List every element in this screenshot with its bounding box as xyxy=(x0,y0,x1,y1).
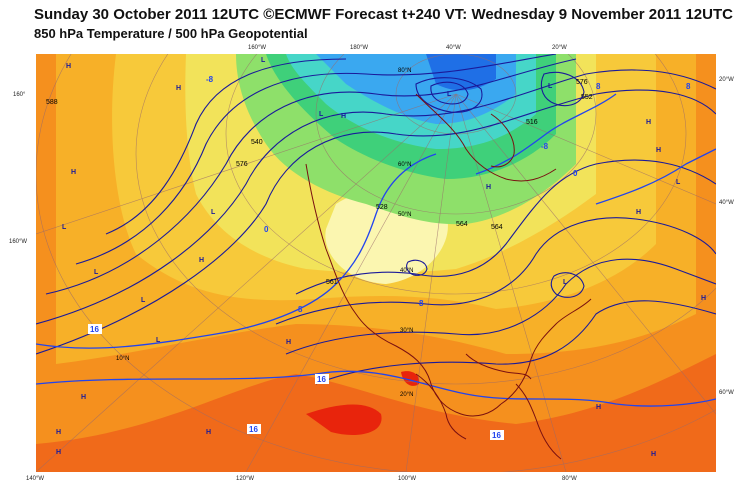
low-pressure-mark: L xyxy=(156,337,161,344)
geopotential-label: 588 xyxy=(46,99,58,106)
latitude-label: 40°N xyxy=(400,268,413,274)
high-pressure-mark: H xyxy=(651,451,656,458)
latitude-label: 20°N xyxy=(400,392,413,398)
temp-label: 0 xyxy=(264,225,269,234)
high-pressure-mark: H xyxy=(656,147,661,154)
edge-label-bottom-2: 120°W xyxy=(236,476,255,482)
high-pressure-mark: H xyxy=(486,184,491,191)
chart-subtitle: 850 hPa Temperature / 500 hPa Geopotenti… xyxy=(34,26,308,41)
temp-label-box xyxy=(247,424,261,434)
geopotential-label: 576 xyxy=(236,161,248,168)
high-pressure-mark: H xyxy=(636,209,641,216)
low-pressure-mark: L xyxy=(447,91,452,98)
low-pressure-mark: L xyxy=(211,209,216,216)
isotherms xyxy=(36,93,716,407)
latitude-label: 30°N xyxy=(400,328,413,334)
geopotential-label: 528 xyxy=(376,204,388,211)
geopotential-label: 576 xyxy=(576,79,588,86)
temp-label: -8 xyxy=(206,75,214,84)
temp-label-box xyxy=(88,324,102,334)
edge-label-top-3: 40°W xyxy=(446,45,461,51)
low-pressure-mark: L xyxy=(261,57,266,64)
high-pressure-mark: H xyxy=(206,429,211,436)
high-pressure-mark: H xyxy=(56,429,61,436)
edge-label-top-2: 180°W xyxy=(350,45,369,51)
high-pressure-mark: H xyxy=(286,339,291,346)
high-pressure-mark: H xyxy=(176,85,181,92)
high-pressure-mark: H xyxy=(199,257,204,264)
temp-label: 8 xyxy=(596,82,601,91)
high-pressure-mark: H xyxy=(56,449,61,456)
temp-label: 8 xyxy=(298,305,303,314)
geopotential-label: 564 xyxy=(456,221,468,228)
high-pressure-mark: H xyxy=(81,394,86,401)
temp-label-box xyxy=(315,374,329,384)
low-pressure-mark: L xyxy=(319,111,324,118)
geopotential-label: 540 xyxy=(251,139,263,146)
temp-label: 8 xyxy=(686,82,691,91)
temp-label: 0 xyxy=(573,169,578,178)
high-pressure-mark: H xyxy=(341,113,346,120)
temp-label: 16 xyxy=(492,431,501,440)
latitude-label: 80°N xyxy=(398,68,411,74)
edge-label-left-1: 160° xyxy=(13,92,26,98)
low-pressure-mark: L xyxy=(548,83,553,90)
edge-label-top-1: 160°W xyxy=(248,45,267,51)
geopotential-label: 564 xyxy=(491,224,503,231)
geopotential-label: 552 xyxy=(581,94,593,101)
edge-label-right-2: 40°W xyxy=(719,200,734,206)
edge-label-top-4: 20°W xyxy=(552,45,567,51)
map-canvas: 528 552 576 564 540 516 588 561 564 576 … xyxy=(36,54,716,472)
temp-fill-hot-patch xyxy=(306,404,382,435)
forecast-map: 528 552 576 564 540 516 588 561 564 576 … xyxy=(36,54,716,472)
high-pressure-mark: H xyxy=(646,119,651,126)
edge-label-left-2: 160°W xyxy=(9,239,28,245)
edge-label-right-3: 60°W xyxy=(719,390,734,396)
edge-label-bottom-4: 80°W xyxy=(562,476,577,482)
edge-label-bottom-3: 100°W xyxy=(398,476,417,482)
latitude-label: 50°N xyxy=(398,212,411,218)
low-pressure-mark: L xyxy=(141,297,146,304)
geopotential-label: 516 xyxy=(526,119,538,126)
low-pressure-mark: L xyxy=(563,279,568,286)
high-pressure-mark: H xyxy=(701,295,706,302)
high-pressure-mark: H xyxy=(71,169,76,176)
temp-label: -8 xyxy=(541,142,549,151)
high-pressure-mark: H xyxy=(596,404,601,411)
coastlines xyxy=(305,93,592,460)
temp-label: 16 xyxy=(249,425,258,434)
high-pressure-mark: H xyxy=(66,63,71,70)
low-pressure-mark: L xyxy=(94,269,99,276)
geopotential-label: 561 xyxy=(326,279,338,286)
geopotential-contours xyxy=(36,54,716,385)
temp-label: 16 xyxy=(90,325,99,334)
low-pressure-mark: L xyxy=(676,179,681,186)
chart-title: Sunday 30 October 2011 12UTC ©ECMWF Fore… xyxy=(34,6,733,23)
temp-label-box xyxy=(490,430,504,440)
temp-fill-blue-dark xyxy=(426,54,496,91)
temp-label: 8 xyxy=(419,299,424,308)
temp-label: 16 xyxy=(317,375,326,384)
edge-label-bottom-1: 140°W xyxy=(26,476,45,482)
latitude-label: 60°N xyxy=(398,162,411,168)
latitude-label: 10°N xyxy=(116,356,129,362)
edge-label-right-1: 20°W xyxy=(719,77,734,83)
low-pressure-mark: L xyxy=(62,224,67,231)
